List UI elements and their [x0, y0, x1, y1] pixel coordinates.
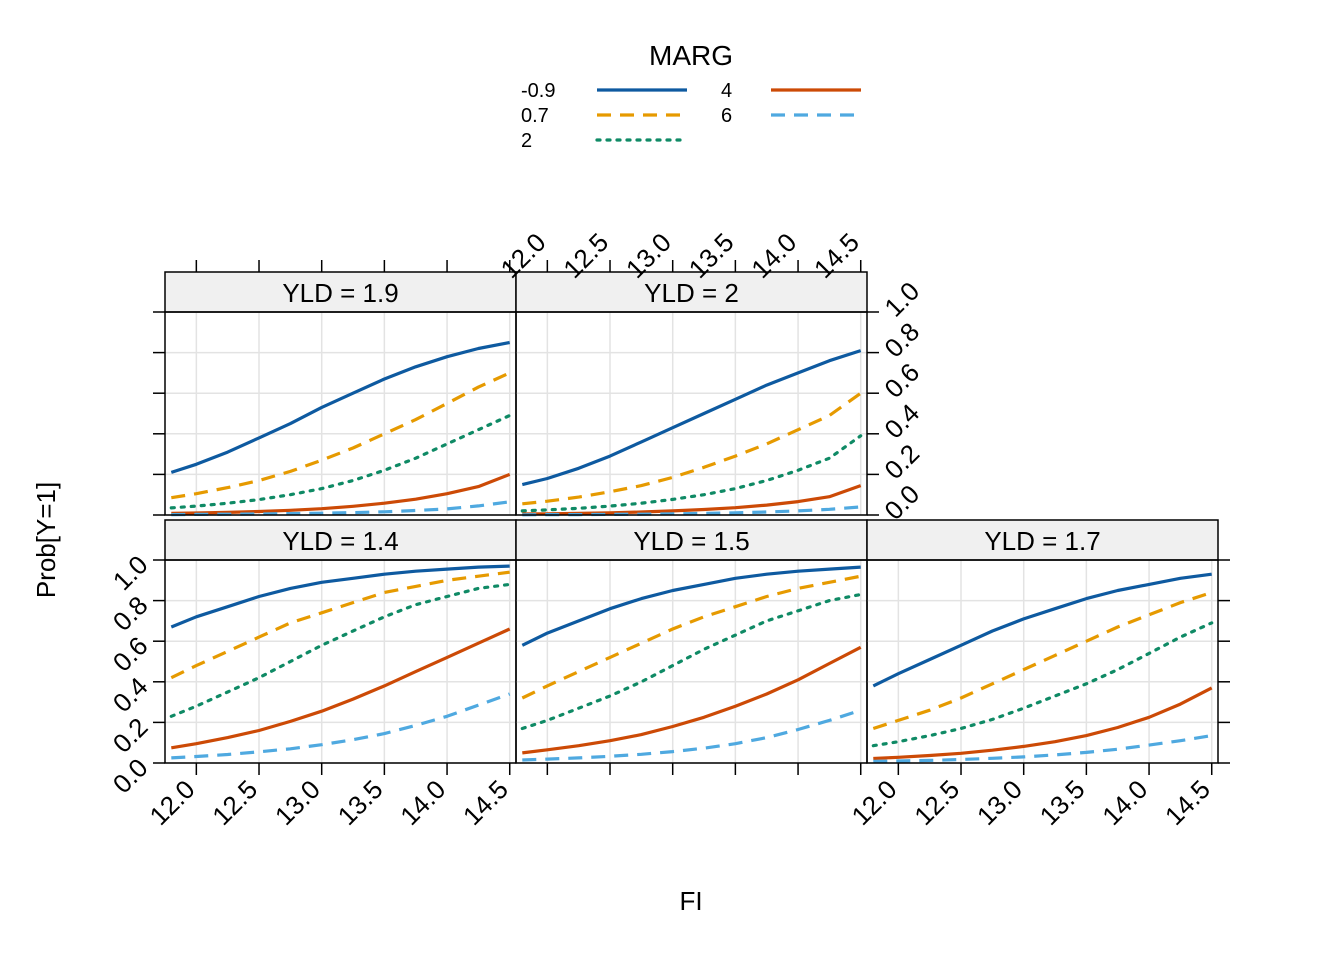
series-line-yld-1-9-marg-0-7 [171, 371, 511, 500]
y-tick-label: 0.2 [878, 438, 925, 485]
legend-title: MARG [649, 40, 733, 71]
series-line-yld-1-4-marg-6 [171, 692, 511, 760]
series-line-yld-2-marg-2 [520, 434, 863, 513]
strip-label-yld-1-9: YLD = 1.9 [282, 278, 398, 308]
y-tick-label: 0.4 [107, 671, 154, 718]
series-line-yld-1-5-marg-6 [522, 708, 862, 762]
legend-label-marg-6: 6 [721, 105, 732, 127]
strip-label-yld-2: YLD = 2 [644, 278, 739, 308]
strip-label-yld-1-4: YLD = 1.4 [282, 526, 398, 556]
y-tick-label: 1.0 [107, 549, 154, 596]
y-axis-title: Prob[Y=1] [31, 482, 61, 598]
panel-yld-1-9: YLD = 1.9 [164, 271, 517, 517]
strip-yld-1-7 [866, 519, 1219, 561]
x-tick-label: 13.5 [332, 774, 389, 831]
panel-yld-1-4: YLD = 1.4 [164, 519, 517, 764]
series-line-yld-1-5-marg-2 [520, 592, 863, 731]
x-tick-label: 13.0 [269, 774, 326, 831]
panel-frame-yld-1-4 [164, 559, 517, 764]
legend-label-marg-0-9: -0.9 [521, 80, 555, 102]
x-tick-label: 14.5 [1159, 774, 1216, 831]
series-line-yld-1-7-marg-4 [873, 686, 1213, 761]
series-line-yld-1-5-marg-4 [522, 645, 862, 755]
series-line-yld-1-9-marg-4 [171, 472, 511, 515]
strip-yld-2 [515, 271, 868, 313]
x-tick-label: 12.5 [908, 774, 965, 831]
series-line-yld-1-7-marg-6 [873, 734, 1212, 763]
y-tick-label: 0.8 [878, 316, 925, 363]
x-tick-label: 14.0 [394, 774, 451, 831]
x-tick-label: 12.0 [846, 774, 903, 831]
x-tick-label: 14.5 [457, 774, 514, 831]
y-tick-label: 0.8 [107, 590, 154, 637]
y-tick-label: 1.0 [878, 276, 925, 323]
series-line-yld-1-5-marg-0-7 [521, 574, 862, 700]
series-line-yld-1-7-marg-0-7 [872, 590, 1213, 731]
x-tick-label: 14.0 [1096, 774, 1153, 831]
series-line-yld-1-4-marg-2 [169, 582, 512, 718]
series-line-yld-2-marg-0-9 [521, 349, 862, 487]
series-line-yld-1-9-marg-2 [169, 413, 512, 510]
series-line-yld-1-9-marg-0-9 [170, 340, 511, 474]
series-line-yld-1-4-marg-0-9 [170, 564, 510, 629]
legend-label-marg-0-7: 0.7 [521, 105, 549, 127]
x-axis-title: FI [679, 886, 702, 916]
legend-label-marg-4: 4 [721, 80, 732, 102]
panel-frame-yld-2 [515, 311, 868, 516]
x-tick-label: 13.0 [971, 774, 1028, 831]
x-tick-label: 12.0 [144, 774, 201, 831]
y-tick-label: 0.2 [107, 712, 154, 759]
panel-frame-yld-1-7 [866, 559, 1219, 764]
series-line-yld-1-7-marg-0-9 [872, 572, 1212, 688]
legend-label-marg-2: 2 [521, 130, 532, 152]
series-line-yld-1-4-marg-0-7 [170, 570, 510, 680]
strip-label-yld-1-7: YLD = 1.7 [984, 526, 1100, 556]
series-line-yld-1-9-marg-6 [171, 500, 510, 517]
series-line-yld-2-marg-0-7 [522, 391, 862, 506]
panel-yld-1-7: YLD = 1.7 [866, 519, 1219, 764]
panels: YLD = 1.4 YLD = 1.5 YLD = 1.7 YLD = 1.9 YLD … [164, 271, 1219, 764]
panel-yld-2: YLD = 2 [515, 271, 868, 517]
x-tick-label: 13.5 [1034, 774, 1091, 831]
panel-frame-yld-1-5 [515, 559, 868, 764]
y-tick-label: 0.0 [107, 752, 154, 799]
y-tick-label: 0.0 [878, 479, 925, 526]
x-tick-label: 12.5 [206, 774, 263, 831]
legend: MARG -0.9 0.7 2 4 6 [521, 40, 861, 152]
panel-yld-1-5: YLD = 1.5 [515, 519, 868, 764]
strip-yld-1-9 [164, 271, 517, 313]
y-tick-label: 0.4 [878, 398, 925, 445]
series-line-yld-1-4-marg-4 [171, 627, 511, 750]
y-tick-label: 0.6 [107, 631, 154, 678]
strip-label-yld-1-5: YLD = 1.5 [633, 526, 749, 556]
y-tick-label: 0.6 [878, 357, 925, 404]
series-line-yld-1-5-marg-0-9 [521, 565, 861, 647]
series-line-yld-1-7-marg-2 [871, 621, 1214, 748]
